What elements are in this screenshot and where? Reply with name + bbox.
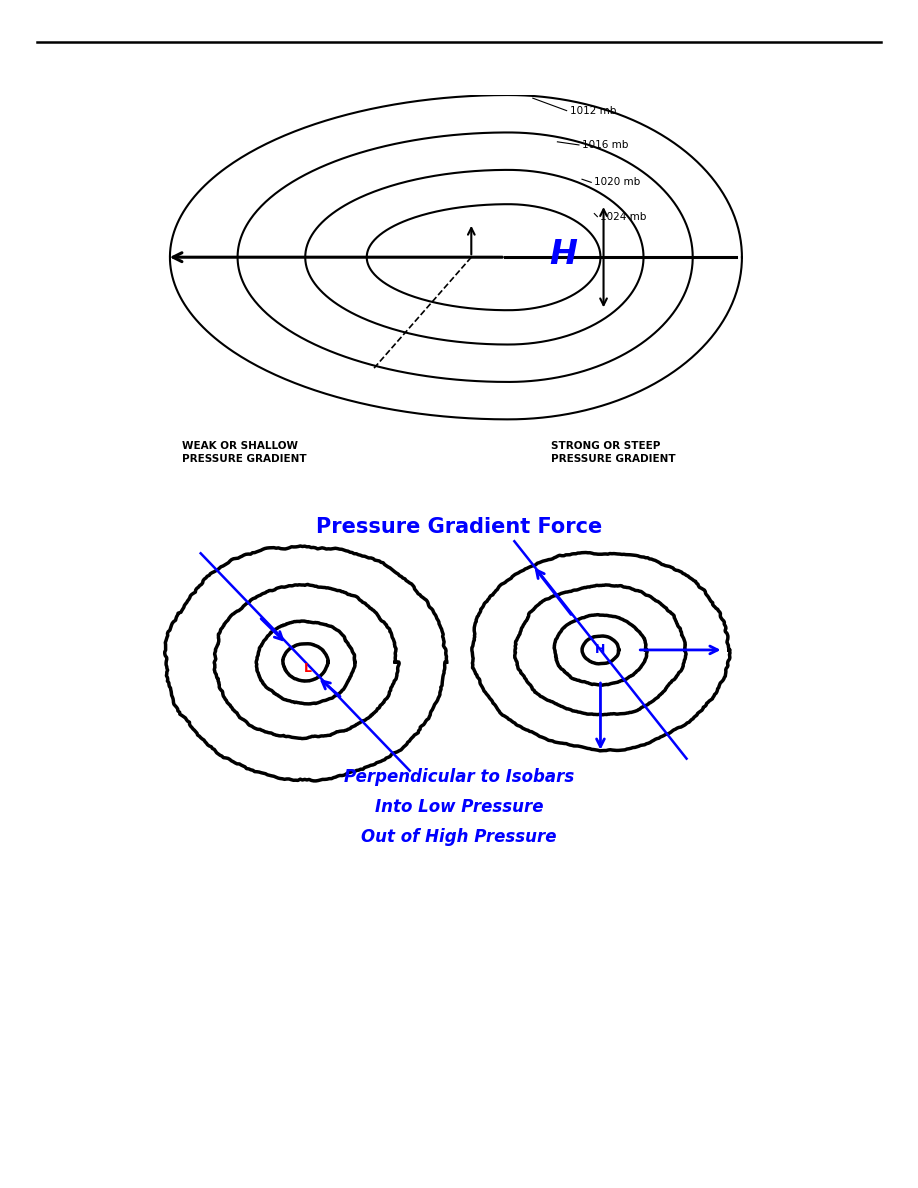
Text: Perpendicular to Isobars: Perpendicular to Isobars: [344, 767, 574, 785]
Text: 1020 mb: 1020 mb: [594, 177, 641, 188]
Text: H: H: [550, 238, 577, 271]
Text: STRONG OR STEEP
PRESSURE GRADIENT: STRONG OR STEEP PRESSURE GRADIENT: [551, 441, 676, 463]
Text: Pressure Gradient Force: Pressure Gradient Force: [316, 517, 602, 537]
Text: WEAK OR SHALLOW
PRESSURE GRADIENT: WEAK OR SHALLOW PRESSURE GRADIENT: [183, 441, 307, 463]
Text: Out of High Pressure: Out of High Pressure: [362, 828, 556, 846]
Text: H: H: [595, 644, 606, 657]
Text: 1024 mb: 1024 mb: [600, 211, 647, 222]
Text: 1016 mb: 1016 mb: [582, 140, 629, 150]
Text: L: L: [304, 662, 312, 675]
Text: Into Low Pressure: Into Low Pressure: [375, 798, 543, 816]
Text: 1012 mb: 1012 mb: [570, 106, 616, 115]
